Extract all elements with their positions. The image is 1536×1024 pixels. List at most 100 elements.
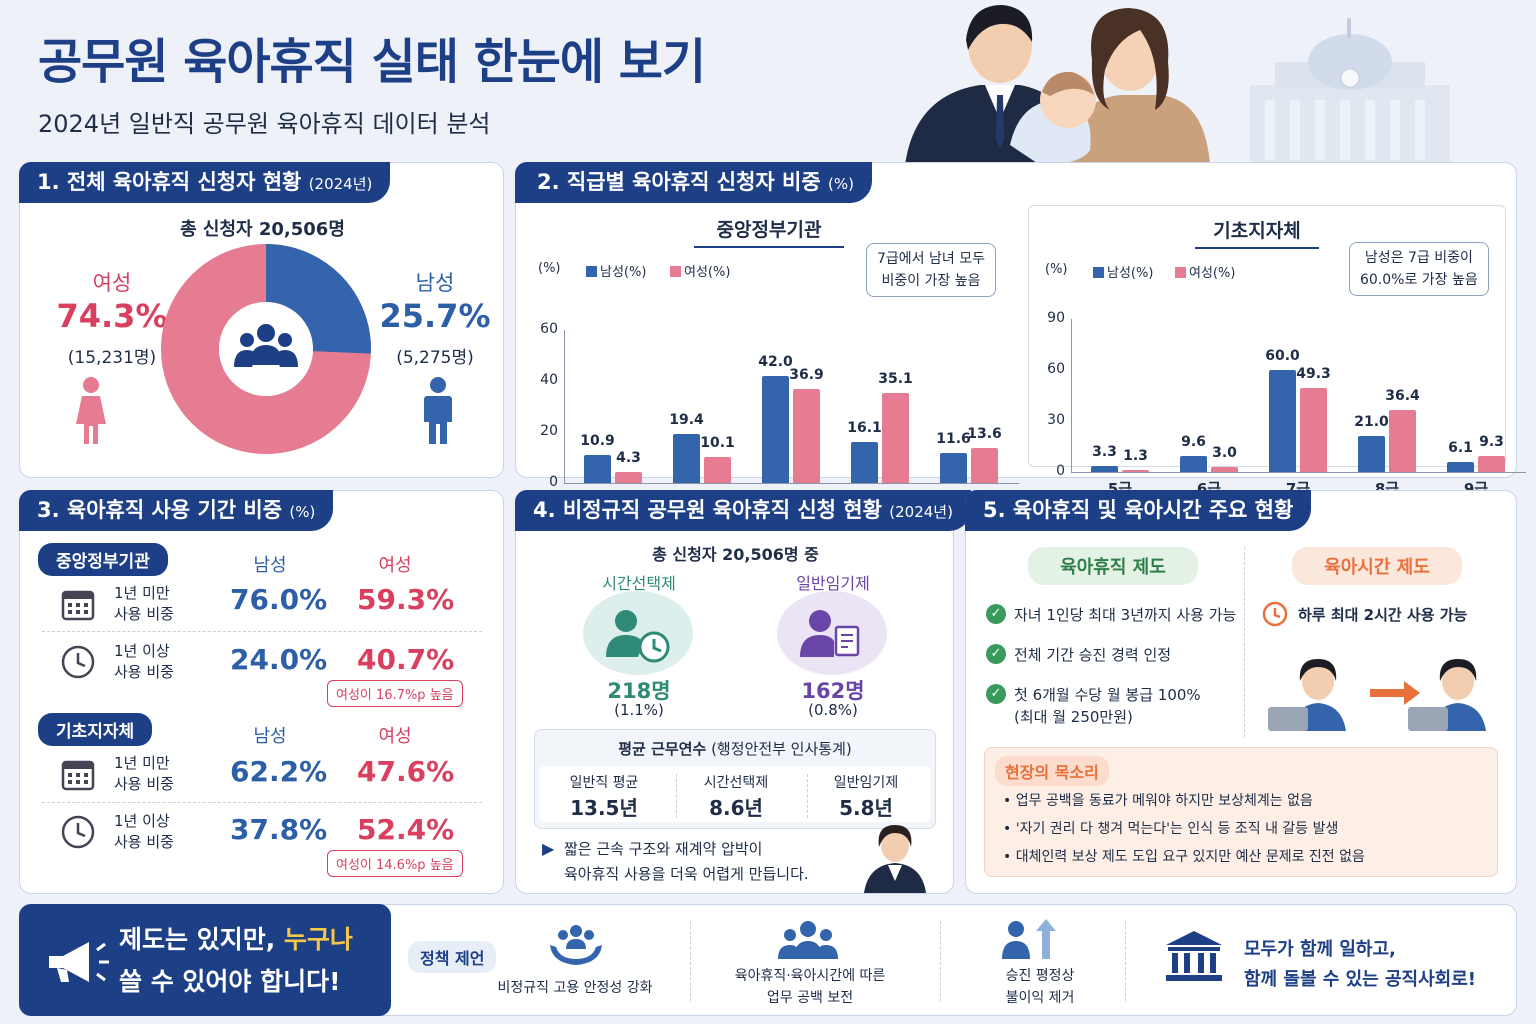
calendar-icon <box>61 760 95 791</box>
local-chart: 기초지자체 남성은 7급 비중이 60.0%로 가장 높음 (%) 남성(%) 여… <box>1028 205 1526 498</box>
male-bar <box>1180 455 1207 472</box>
bar-value-label: 60.0 <box>1265 348 1300 364</box>
bar-value-label: 3.0 <box>1212 444 1237 461</box>
female-bar <box>882 393 909 483</box>
female-bar <box>793 388 820 483</box>
male-bar <box>1269 370 1296 472</box>
tenure-label: 일반직 평균 <box>569 775 639 791</box>
team-icon <box>778 921 838 959</box>
female-bar <box>1122 469 1149 472</box>
field-voice-title: 현장의 목소리 <box>995 756 1109 786</box>
leave-item: 첫 6개월 수당 월 봉급 100% <box>1014 686 1201 704</box>
central-note: 7급에서 남녀 모두 비중이 가장 높음 <box>866 243 996 297</box>
female-bar <box>1211 466 1238 472</box>
slogan-line2: 쓸 수 있어야 합니다! <box>119 967 341 996</box>
tenure-value: 8.6년 <box>709 796 763 820</box>
female-bar <box>1478 456 1505 472</box>
policy-3: 승진 평정상 불이익 제거 <box>1005 968 1075 1006</box>
clock-icon <box>1262 601 1288 627</box>
bar-value-label: 4.3 <box>616 450 641 467</box>
female-pct: 74.3% <box>56 297 168 335</box>
local-under1y-male: 62.2% <box>230 755 328 788</box>
central-chart: 중앙정부기관 7급에서 남녀 모두 비중이 가장 높음 (%) 남성(%) 여성(… <box>516 205 1019 509</box>
fixedterm-pct: (0.8%) <box>808 701 858 719</box>
fixedterm-count: 162명 <box>801 679 865 703</box>
tenure-label: 일반임기제 <box>833 775 899 791</box>
local-chart-title: 기초지자체 <box>1195 216 1319 249</box>
male-pct: 25.7% <box>379 297 491 335</box>
y-tick-label: 20 <box>540 423 558 439</box>
male-bar <box>1358 436 1385 472</box>
group-local-pill: 기초지자체 <box>38 713 153 746</box>
y-tick-label: 0 <box>549 474 558 490</box>
y-tick-label: 90 <box>1047 310 1065 326</box>
leave-item: 자녀 1인당 최대 3년까지 사용 가능 <box>1014 606 1237 624</box>
hands-group-icon <box>550 925 602 965</box>
male-slice <box>161 244 371 454</box>
gender-donut-chart <box>161 244 371 454</box>
col-female-1: 여성 <box>378 555 412 576</box>
panel4-header: 4. 비정규직 공무원 육아휴직 신청 현황 (2024년) <box>515 490 971 531</box>
row-label: 1년 이상 사용 비중 <box>114 812 174 851</box>
local-legend-female: 여성(%) <box>1175 262 1235 281</box>
bar-value-label: 42.0 <box>758 353 793 370</box>
female-bar <box>615 472 642 483</box>
leave-system-pill: 육아휴직 제도 <box>1028 547 1198 585</box>
y-tick-label: 40 <box>540 372 558 388</box>
tenure-note: 짧은 근속 구조와 재계약 압박이 육아휴직 사용을 더욱 어렵게 만듭니다. <box>564 840 809 883</box>
bar-value-label: 19.4 <box>669 411 704 428</box>
x-axis <box>564 483 1019 484</box>
local-over1y-male: 37.8% <box>230 813 328 846</box>
male-bar <box>1091 466 1118 472</box>
central-legend-female: 여성(%) <box>670 261 730 280</box>
central-unit: (%) <box>538 261 561 276</box>
bar-value-label: 10.9 <box>580 433 615 450</box>
local-under1y-female: 47.6% <box>357 755 455 788</box>
total-applicants: 총 신청자 20,506명 <box>180 219 345 240</box>
bar-value-label: 36.9 <box>789 366 824 383</box>
office-workers-illustration <box>1268 659 1486 731</box>
central-under1y-male: 76.0% <box>230 583 328 616</box>
row-label: 1년 미만 사용 비중 <box>114 754 174 793</box>
bar-value-label: 9.3 <box>1479 434 1504 451</box>
female-bar <box>1300 388 1327 472</box>
slogan-box: 제도는 있지만, 누구나 쓸 수 있어야 합니다! <box>19 904 391 1016</box>
panel2-header: 2. 직급별 육아휴직 신청자 비중 (%) <box>515 162 872 203</box>
bar-value-label: 9.6 <box>1181 433 1206 450</box>
bar-value-label: 10.1 <box>700 435 735 452</box>
male-bar <box>851 441 878 483</box>
female-bar <box>971 448 998 483</box>
tenure-value: 5.8년 <box>839 796 893 820</box>
local-over1y-female: 52.4% <box>357 813 455 846</box>
tenure-box: 평균 근무연수 (행정안전부 인사통계) 일반직 평균 13.5년 시간선택제 … <box>534 729 936 829</box>
male-bar <box>1447 461 1474 472</box>
policy-1: 비정규직 고용 안정성 강화 <box>497 980 653 996</box>
play-arrow-icon: ▶ <box>542 839 555 858</box>
footer-banner: 제도는 있지만, 누구나 쓸 수 있어야 합니다! 정책 제언 비정규직 고용 … <box>19 904 1517 1016</box>
female-count: (15,231명) <box>67 348 157 368</box>
central-chart-title: 중앙정부기관 <box>694 215 844 248</box>
col-male-2: 남성 <box>253 726 287 747</box>
central-over1y-female: 40.7% <box>357 643 455 676</box>
y-tick-label: 60 <box>540 321 558 337</box>
parttime-label: 시간선택제 <box>602 574 676 593</box>
fixedterm-label: 일반임기제 <box>796 574 870 593</box>
family-illustration <box>905 5 1450 165</box>
bar-value-label: 49.3 <box>1296 366 1331 383</box>
check-icon: ✓ <box>986 604 1006 624</box>
central-legend-male: 남성(%) <box>586 261 646 280</box>
calendar-icon <box>61 590 95 621</box>
page-title: 공무원 육아휴직 실태 한눈에 보기 <box>38 34 706 90</box>
panel-policy-status: 5. 육아휴직 및 육아시간 주요 현황 육아휴직 제도 육아시간 제도 ✓ 자… <box>965 490 1517 894</box>
row-label: 1년 미만 사용 비중 <box>114 584 174 623</box>
clock-icon <box>61 645 95 679</box>
childcare-item: 하루 최대 2시간 사용 가능 <box>1298 606 1468 624</box>
panel3-header: 3. 육아휴직 사용 기간 비중 (%) <box>19 490 334 531</box>
female-bar <box>704 457 731 483</box>
col-male-1: 남성 <box>253 555 287 576</box>
bar-value-label: 3.3 <box>1092 444 1117 461</box>
bar-value-label: 11.6 <box>936 431 971 448</box>
bar-value-label: 6.1 <box>1448 439 1473 456</box>
bar-value-label: 13.6 <box>967 426 1002 443</box>
worker-illustration <box>864 825 926 893</box>
